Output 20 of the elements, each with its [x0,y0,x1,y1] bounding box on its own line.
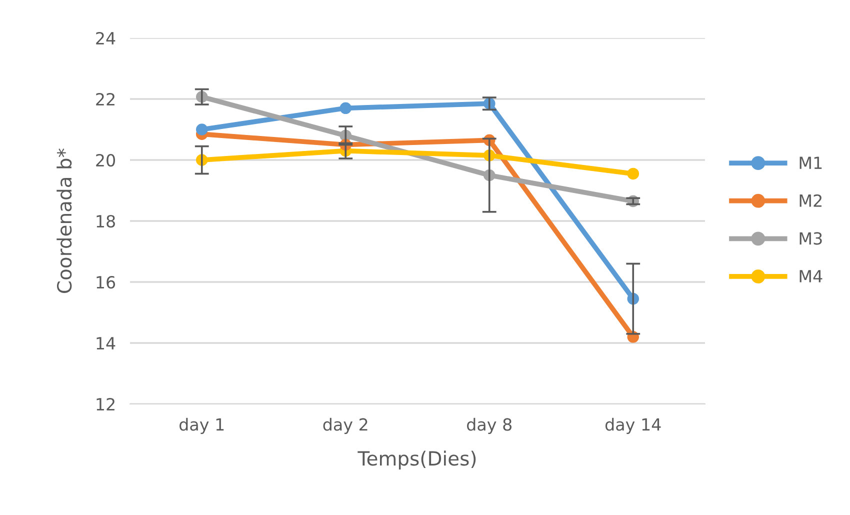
point [627,168,640,180]
y-tick-label: 20 [96,154,116,167]
y-tick-label: 16 [96,276,116,289]
y-tick-label: 24 [96,32,116,44]
point [196,124,208,136]
y-axis-title: Coordenada b* [56,148,72,293]
legend-label: M3 [800,232,822,245]
y-tick-label: 22 [96,92,114,106]
y-tick-label: 12 [96,398,114,410]
x-tick-label: day 8 [467,418,512,434]
legend-label: M4 [800,270,822,282]
legend-label: M1 [800,156,822,169]
y-tick-label: 14 [96,337,116,350]
x-tick-label: day 1 [180,418,224,434]
x-tick-label: day 14 [605,418,661,434]
x-tick-label: day 2 [323,418,368,434]
y-tick-label: 18 [96,214,115,228]
x-axis-title: Temps(Dies) [358,450,476,470]
legend-label: M2 [800,194,822,207]
point [340,102,352,114]
